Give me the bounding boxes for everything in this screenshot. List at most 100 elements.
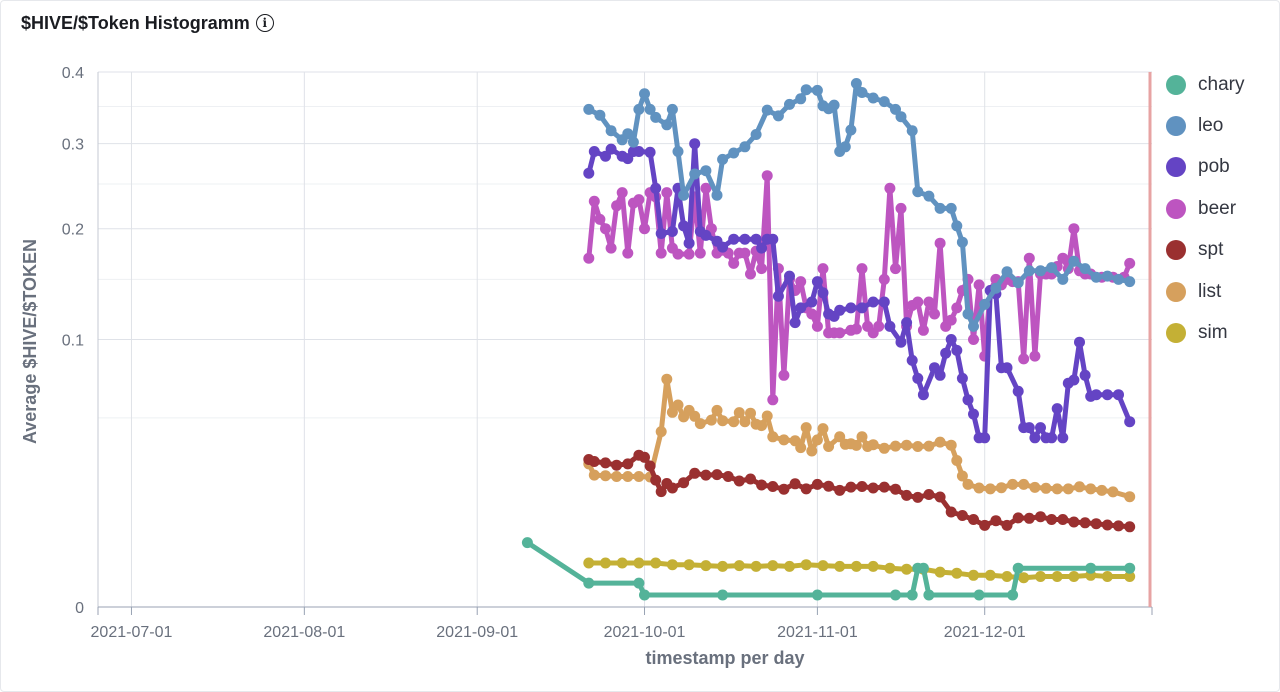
data-point-list[interactable] xyxy=(1096,484,1108,496)
data-point-beer[interactable] xyxy=(694,247,706,259)
data-point-pob[interactable] xyxy=(605,143,617,155)
data-point-sim[interactable] xyxy=(1124,571,1136,582)
data-point-sim[interactable] xyxy=(867,560,879,572)
data-point-chary[interactable] xyxy=(1012,562,1024,574)
data-point-sim[interactable] xyxy=(1068,571,1080,582)
data-point-beer[interactable] xyxy=(817,263,829,275)
data-point-sim[interactable] xyxy=(850,560,862,572)
data-point-beer[interactable] xyxy=(878,273,890,285)
data-point-pob[interactable] xyxy=(1046,432,1058,444)
data-point-leo[interactable] xyxy=(672,146,684,157)
data-point-beer[interactable] xyxy=(594,213,606,225)
data-point-list[interactable] xyxy=(728,416,740,428)
data-point-leo[interactable] xyxy=(633,103,645,115)
data-point-list[interactable] xyxy=(705,414,717,426)
data-point-sim[interactable] xyxy=(683,559,695,571)
data-point-spt[interactable] xyxy=(767,481,779,492)
data-point-list[interactable] xyxy=(856,431,868,443)
data-point-spt[interactable] xyxy=(622,458,634,470)
data-point-leo[interactable] xyxy=(1023,265,1035,277)
data-point-spt[interactable] xyxy=(890,483,901,495)
data-point-chary[interactable] xyxy=(1124,562,1136,574)
data-point-leo[interactable] xyxy=(923,190,935,202)
data-point-pob[interactable] xyxy=(795,302,807,314)
data-point-chary[interactable] xyxy=(923,589,935,601)
data-point-beer[interactable] xyxy=(834,327,846,339)
data-point-sim[interactable] xyxy=(1001,571,1013,582)
data-point-leo[interactable] xyxy=(1001,266,1013,278)
data-point-beer[interactable] xyxy=(890,263,901,275)
data-point-sim[interactable] xyxy=(750,560,762,572)
data-point-list[interactable] xyxy=(878,442,890,454)
data-point-sim[interactable] xyxy=(1101,571,1113,582)
data-point-list[interactable] xyxy=(811,434,823,446)
data-point-leo[interactable] xyxy=(934,202,946,214)
data-point-leo[interactable] xyxy=(968,320,979,332)
data-point-spt[interactable] xyxy=(1046,514,1058,525)
data-point-leo[interactable] xyxy=(1068,255,1080,267)
data-point-chary[interactable] xyxy=(639,589,650,601)
data-point-list[interactable] xyxy=(973,482,985,494)
data-point-sim[interactable] xyxy=(951,567,963,579)
data-point-leo[interactable] xyxy=(700,165,712,177)
data-point-sim[interactable] xyxy=(666,559,678,571)
data-point-beer[interactable] xyxy=(1068,223,1080,235)
data-point-leo[interactable] xyxy=(1113,273,1124,285)
data-point-pob[interactable] xyxy=(1029,432,1041,444)
data-point-spt[interactable] xyxy=(856,481,868,492)
data-point-list[interactable] xyxy=(611,471,623,482)
data-point-spt[interactable] xyxy=(700,469,712,481)
data-point-pob[interactable] xyxy=(934,369,946,381)
data-point-list[interactable] xyxy=(995,482,1007,494)
data-point-spt[interactable] xyxy=(1124,521,1136,533)
legend-item-beer[interactable]: beer xyxy=(1166,188,1244,229)
data-point-pob[interactable] xyxy=(884,320,896,332)
data-point-pob[interactable] xyxy=(700,229,712,241)
data-point-spt[interactable] xyxy=(711,469,723,481)
data-point-sim[interactable] xyxy=(984,569,996,581)
data-point-leo[interactable] xyxy=(906,125,918,137)
data-point-leo[interactable] xyxy=(990,282,1002,294)
data-point-leo[interactable] xyxy=(678,189,690,201)
data-point-pob[interactable] xyxy=(739,233,751,245)
data-point-pob[interactable] xyxy=(1012,385,1024,397)
data-point-list[interactable] xyxy=(795,442,807,454)
data-point-list[interactable] xyxy=(756,420,768,432)
data-point-beer[interactable] xyxy=(672,248,684,260)
data-point-sim[interactable] xyxy=(717,560,729,572)
data-point-leo[interactable] xyxy=(956,236,968,248)
data-point-leo[interactable] xyxy=(784,98,795,110)
data-point-pob[interactable] xyxy=(767,233,779,245)
data-point-beer[interactable] xyxy=(951,302,963,314)
data-point-pob[interactable] xyxy=(1051,403,1063,415)
data-point-spt[interactable] xyxy=(1023,512,1035,524)
data-point-beer[interactable] xyxy=(622,247,634,259)
data-point-list[interactable] xyxy=(984,483,996,495)
data-point-beer[interactable] xyxy=(929,308,940,320)
data-point-spt[interactable] xyxy=(979,519,991,531)
data-point-leo[interactable] xyxy=(979,298,991,310)
data-point-list[interactable] xyxy=(806,445,818,457)
data-point-leo[interactable] xyxy=(850,78,862,89)
data-point-spt[interactable] xyxy=(834,484,846,496)
data-point-list[interactable] xyxy=(912,441,924,452)
data-point-list[interactable] xyxy=(1107,486,1119,498)
data-point-pob[interactable] xyxy=(834,304,846,316)
data-point-pob[interactable] xyxy=(1079,369,1091,381)
data-point-beer[interactable] xyxy=(884,182,896,194)
data-point-leo[interactable] xyxy=(605,125,617,137)
data-point-leo[interactable] xyxy=(739,141,751,153)
data-point-spt[interactable] xyxy=(811,478,823,490)
data-point-leo[interactable] xyxy=(639,88,650,100)
data-point-pob[interactable] xyxy=(811,276,823,288)
data-point-beer[interactable] xyxy=(945,314,957,326)
data-point-beer[interactable] xyxy=(1057,252,1069,264)
data-point-pob[interactable] xyxy=(1057,432,1069,444)
data-point-list[interactable] xyxy=(622,471,634,482)
data-point-spt[interactable] xyxy=(678,477,690,489)
data-point-pob[interactable] xyxy=(929,362,940,374)
data-point-chary[interactable] xyxy=(521,537,533,549)
data-point-list[interactable] xyxy=(1007,478,1019,490)
data-point-list[interactable] xyxy=(1018,478,1030,490)
data-point-list[interactable] xyxy=(633,471,645,482)
